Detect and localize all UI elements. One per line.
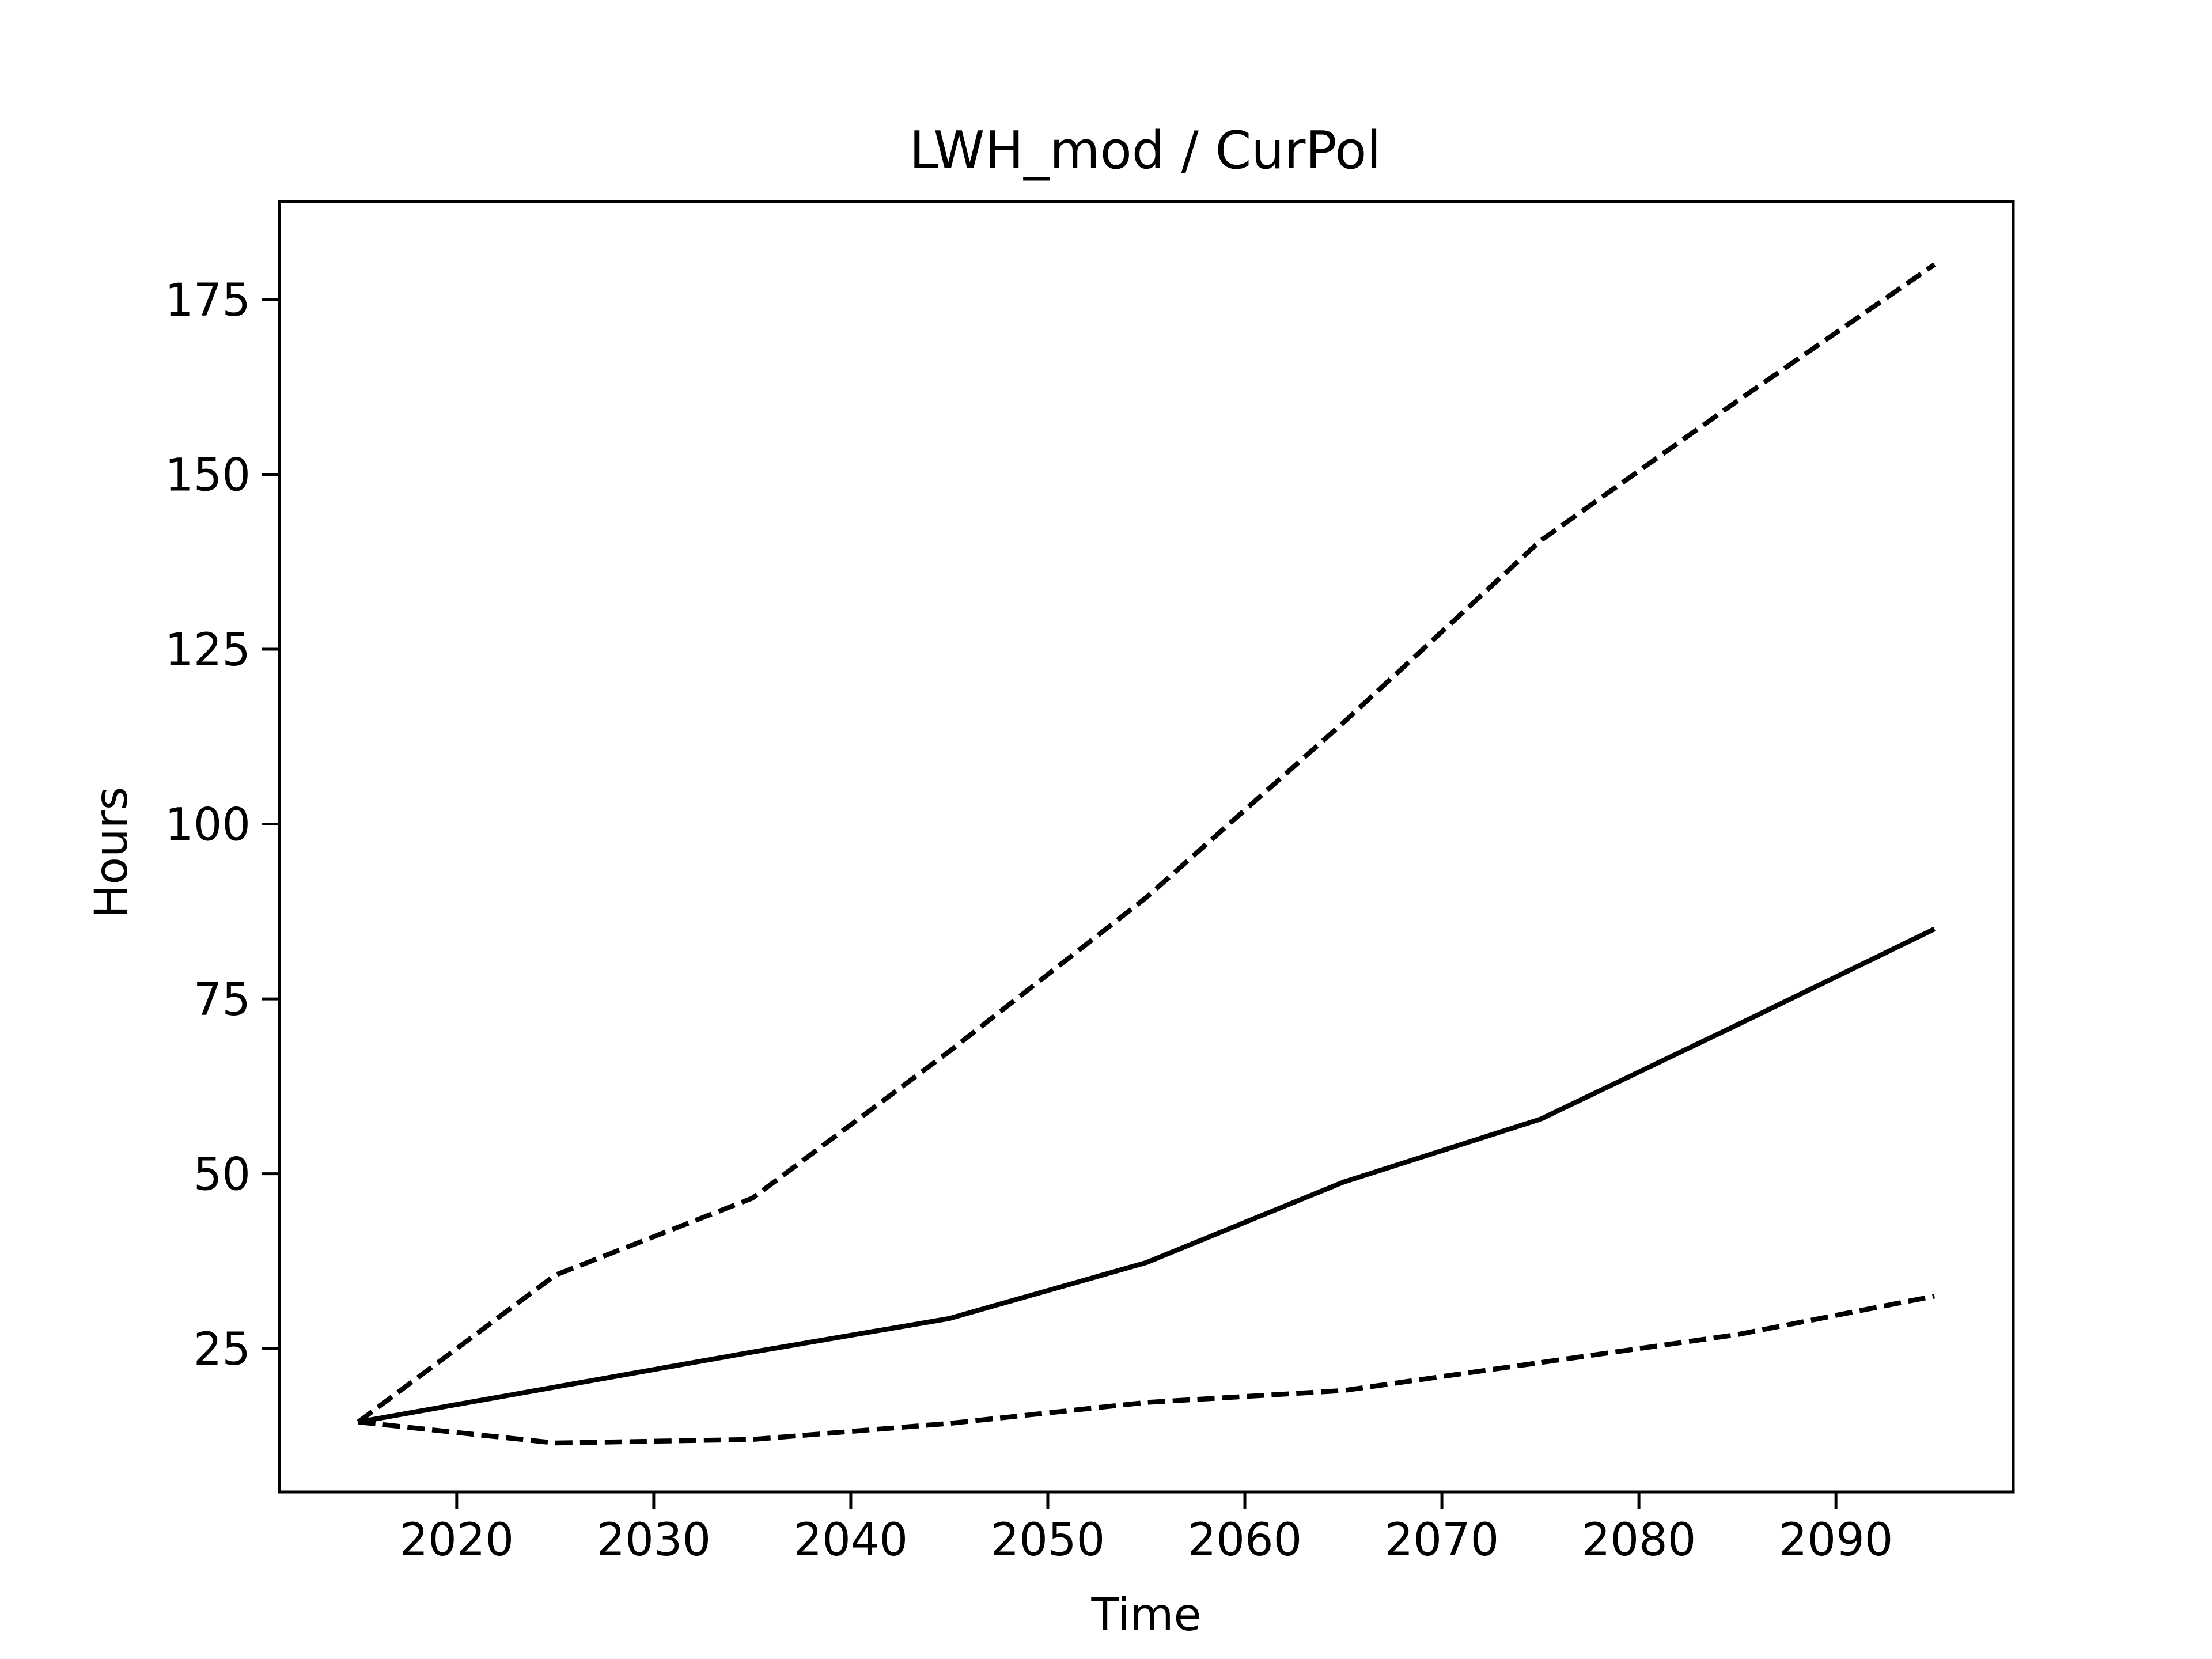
chart-title: LWH_mod / CurPol — [910, 120, 1381, 181]
plot-area — [357, 262, 1936, 1446]
y-axis-label: Hours — [86, 787, 138, 919]
y-tick-label: 175 — [165, 275, 251, 327]
x-axis: 2020 2030 2040 2050 2060 2070 2080 2090 — [400, 1492, 1893, 1566]
y-tick-label: 125 — [165, 624, 251, 676]
x-tick-label: 2060 — [1188, 1514, 1302, 1566]
plot-frame — [278, 200, 2015, 1494]
series-line-1 — [357, 262, 1936, 1425]
y-tick-label: 150 — [165, 449, 251, 501]
x-tick-label: 2050 — [991, 1514, 1105, 1566]
x-tick-label: 2030 — [597, 1514, 711, 1566]
x-tick-label: 2040 — [794, 1514, 908, 1566]
x-axis-label: Time — [1091, 1589, 1202, 1641]
x-tick-label: 2020 — [400, 1514, 514, 1566]
x-tick-label: 2070 — [1385, 1514, 1499, 1566]
x-tick-label: 2090 — [1779, 1514, 1893, 1566]
y-tick-label: 25 — [194, 1324, 251, 1376]
y-tick-label: 100 — [165, 800, 251, 851]
y-axis: 25 50 75 100 125 150 175 — [165, 275, 279, 1376]
y-tick-label: 75 — [194, 974, 251, 1026]
y-tick-label: 50 — [194, 1149, 251, 1201]
series-line-2 — [358, 926, 1936, 1425]
x-tick-label: 2080 — [1582, 1514, 1696, 1566]
series-line-3 — [358, 1293, 1936, 1446]
